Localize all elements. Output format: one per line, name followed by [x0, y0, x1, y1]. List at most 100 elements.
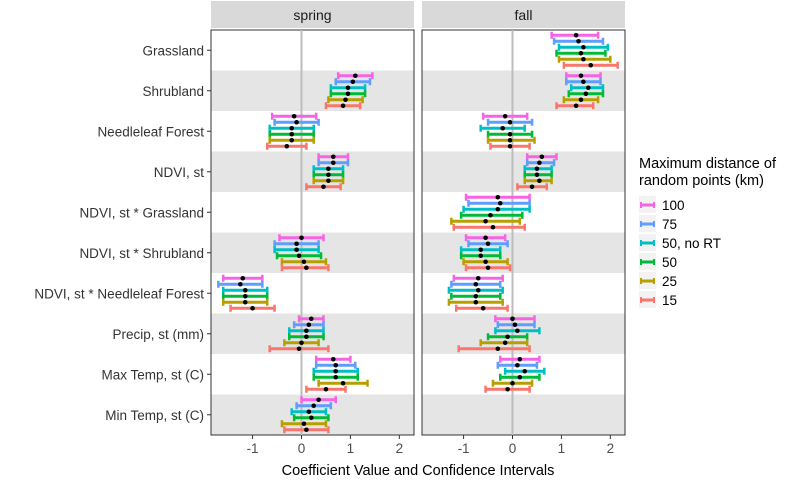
coefficient-point	[299, 235, 304, 241]
coefficient-point	[578, 73, 584, 79]
errorbar-15	[229, 304, 276, 312]
coefficient-point	[483, 218, 488, 224]
legend-label: 75	[662, 217, 677, 232]
errorbar-15	[268, 345, 330, 353]
errorbar-50	[275, 252, 323, 260]
panel-fall: fall	[421, 1, 626, 436]
errorbar-100	[550, 31, 600, 39]
coefficient-point	[289, 137, 295, 143]
errorbar-25	[221, 298, 269, 306]
errorbar-50-no-rt	[312, 165, 345, 173]
x-tick-label: 2	[396, 441, 404, 456]
errorbar-75	[217, 280, 264, 288]
coefficient-point	[242, 299, 248, 305]
errorbar-25	[447, 298, 504, 306]
coefficient-point	[350, 79, 356, 85]
coefficient-point	[515, 362, 520, 368]
errorbar-15	[555, 102, 595, 110]
errorbar-50	[459, 252, 502, 260]
coefficient-point	[507, 137, 513, 143]
coefficient-point	[517, 356, 523, 362]
errorbar-75	[552, 37, 605, 45]
legend: Maximum distance of random points (km) 1…	[639, 156, 777, 308]
coefficient-point	[586, 85, 591, 91]
coefficient-point	[304, 265, 309, 271]
errorbar-100	[314, 355, 352, 363]
x-tick-label: 1	[347, 441, 355, 456]
errorbar-50-no-rt	[329, 84, 367, 92]
coefficient-point	[488, 212, 493, 218]
category-label: Min Temp, st (C)	[105, 408, 204, 423]
coefficient-point	[495, 194, 501, 200]
coefficient-point	[512, 322, 518, 328]
coefficient-point	[517, 374, 523, 380]
category-label: NDVI, st	[154, 165, 205, 180]
errorbar-100	[270, 112, 318, 120]
errorbar-50	[329, 90, 367, 98]
coefficient-point	[581, 56, 586, 62]
x-tick-label: -1	[247, 441, 259, 456]
coefficient-point	[304, 427, 309, 433]
coefficient-point	[478, 247, 483, 253]
errorbar-50-no-rt	[494, 327, 541, 335]
coefficient-point	[588, 62, 594, 68]
errorbar-100	[481, 112, 529, 120]
coefficient-point	[291, 113, 297, 119]
coefficient-point	[578, 97, 584, 103]
coefficient-point	[573, 32, 579, 38]
category-label: Shrubland	[142, 84, 204, 99]
coefficient-point	[573, 103, 579, 109]
errorbar-75	[486, 118, 534, 126]
coefficient-point	[321, 184, 326, 190]
errorbar-100	[464, 234, 507, 242]
errorbar-100	[221, 274, 264, 282]
legend-title-line-1: Maximum distance of	[639, 156, 777, 172]
errorbar-100	[278, 234, 325, 242]
errorbar-25	[486, 136, 536, 144]
coefficient-point	[240, 275, 246, 281]
errorbar-100	[452, 274, 504, 282]
panel-strip	[211, 1, 414, 28]
errorbar-100	[499, 355, 541, 363]
coefficient-point	[505, 386, 510, 392]
coefficient-point	[333, 368, 339, 374]
coefficient-point	[242, 293, 248, 299]
errorbar-25	[450, 217, 522, 225]
errorbar-75	[565, 78, 602, 86]
coefficient-point	[534, 166, 540, 172]
coefficient-point	[340, 380, 346, 386]
coefficient-point	[296, 346, 302, 352]
errorbar-15	[516, 183, 548, 191]
errorbar-100	[525, 153, 558, 161]
category-label: NDVI, st * Needleleaf Forest	[34, 286, 204, 301]
errorbar-75	[467, 240, 509, 248]
coefficient-point	[483, 259, 488, 265]
errorbar-15	[283, 426, 330, 434]
errorbar-75	[273, 240, 320, 248]
coefficient-point	[289, 131, 295, 137]
errorbar-50-no-rt	[290, 408, 328, 416]
errorbar-50	[312, 373, 359, 381]
coefficient-point	[306, 409, 312, 415]
panels-layer: spring fall	[210, 1, 626, 436]
errorbar-50	[523, 171, 553, 179]
coefficient-point	[578, 50, 584, 56]
errorbar-75	[273, 118, 320, 126]
errorbar-15	[324, 102, 362, 110]
legend-item: 15	[639, 291, 677, 308]
errorbar-25	[462, 258, 509, 266]
coefficient-point	[326, 166, 331, 172]
coefficient-point	[330, 160, 336, 166]
errorbar-75	[525, 159, 556, 167]
coefficient-point	[507, 119, 513, 125]
errorbar-25	[268, 136, 315, 144]
coefficient-point	[340, 103, 346, 109]
errorbar-100	[317, 153, 350, 161]
coefficient-point	[308, 316, 314, 322]
errorbar-15	[452, 223, 526, 231]
panel-strip-title: fall	[515, 7, 533, 23]
coefficient-point	[515, 328, 520, 334]
row-band	[211, 30, 414, 71]
errorbar-25	[479, 339, 529, 347]
errorbar-50-no-rt	[462, 205, 531, 213]
